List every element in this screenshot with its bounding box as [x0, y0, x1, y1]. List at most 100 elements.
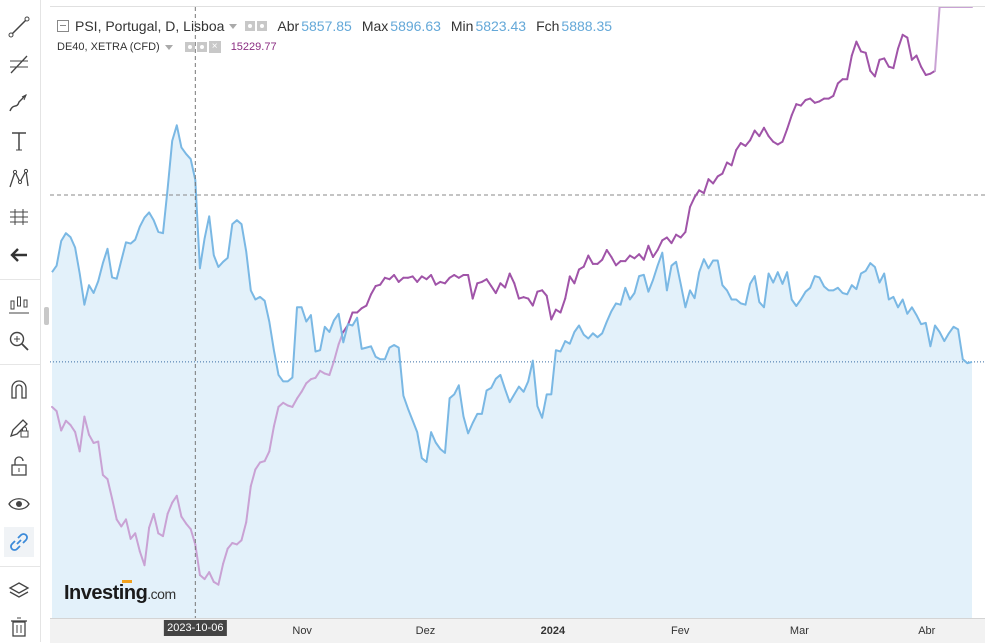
de40-line-segment — [64, 419, 72, 426]
de40-line-segment — [333, 343, 340, 363]
text-icon[interactable] — [4, 126, 34, 156]
eye-icon[interactable] — [4, 489, 34, 519]
de40-line-segment — [712, 175, 719, 185]
de40-line-segment — [573, 268, 580, 285]
de40-line-segment — [198, 574, 206, 581]
collapse-legend-icon[interactable] — [57, 20, 69, 32]
de40-line-segment — [753, 129, 761, 138]
close-icon[interactable]: × — [208, 41, 221, 53]
de40-line-segment — [633, 253, 641, 260]
de40-line-segment — [194, 543, 201, 576]
visibility-icon[interactable] — [184, 42, 195, 52]
de40-line-segment — [883, 57, 890, 68]
de40-line-segment — [180, 515, 188, 525]
de40-line-segment — [393, 274, 400, 283]
de40-line-segment — [416, 275, 423, 283]
de40-line-segment — [665, 236, 673, 245]
link-icon[interactable] — [4, 527, 34, 557]
psi-line — [51, 124, 973, 463]
de40-line-segment — [397, 276, 405, 283]
de40-line-segment — [587, 254, 594, 265]
main-series-legend: PSI, Portugal, D, Lisboa Abr 5857.85 Max… — [57, 16, 622, 36]
high-label: Max — [361, 18, 389, 34]
fib-icon[interactable] — [4, 50, 34, 80]
chevron-down-icon[interactable] — [229, 23, 238, 29]
de40-line-segment — [296, 390, 303, 400]
magnet-icon[interactable] — [4, 375, 34, 405]
crosshair-date-label: 2023-10-06 — [164, 620, 227, 636]
de40-line-segment — [541, 289, 548, 297]
compare-value: 15229.77 — [230, 41, 277, 53]
de40-line-segment — [721, 161, 728, 175]
settings-icon[interactable] — [257, 21, 268, 31]
de40-line-segment — [799, 99, 807, 107]
chevron-down-icon[interactable] — [164, 44, 173, 50]
back-arrow-icon[interactable] — [4, 240, 34, 270]
de40-line-segment — [527, 297, 534, 307]
trash-icon[interactable] — [4, 612, 34, 642]
de40-line-segment — [388, 274, 396, 281]
low-label: Min — [450, 18, 474, 34]
de40-line-segment — [143, 526, 151, 567]
visibility-icon[interactable] — [245, 21, 256, 31]
de40-line-segment — [758, 126, 765, 138]
de40-line-segment — [652, 249, 659, 258]
de40-line-segment — [647, 244, 654, 258]
unlock-icon[interactable] — [4, 451, 34, 481]
de40-line-segment — [175, 494, 183, 518]
toolbar-divider — [0, 566, 40, 567]
de40-line-segment — [790, 103, 798, 117]
de40-line-segment — [836, 78, 844, 85]
de40-line-segment — [610, 256, 617, 267]
de40-line-segment — [707, 178, 715, 185]
de40-line-segment — [346, 311, 354, 326]
de40-line-segment — [314, 369, 322, 379]
toolbar-collapse-handle[interactable] — [44, 307, 49, 325]
trend-line-icon[interactable] — [4, 12, 34, 42]
de40-line-segment — [379, 276, 386, 286]
de40-line-segment — [203, 571, 211, 581]
de40-line-segment — [642, 244, 650, 261]
de40-line-segment — [564, 275, 571, 300]
de40-line-segment — [749, 129, 756, 142]
de40-line-segment — [74, 430, 81, 453]
de40-line-segment — [850, 40, 858, 57]
zoom-in-icon[interactable] — [4, 326, 34, 356]
de40-line-segment — [897, 33, 904, 50]
de40-line-segment — [656, 239, 664, 251]
de40-line-segment — [735, 142, 742, 151]
compare-symbol-label[interactable]: DE40, XETRA (CFD) — [57, 41, 160, 53]
de40-line-segment — [115, 518, 123, 528]
psi-area-fill — [52, 125, 972, 619]
lock-drawing-icon[interactable] — [4, 413, 34, 443]
de40-line-segment — [550, 308, 557, 321]
de40-line-segment — [430, 274, 437, 286]
pattern-icon[interactable] — [4, 164, 34, 194]
de40-line-segment — [906, 36, 913, 61]
chart-area[interactable] — [50, 6, 985, 643]
de40-line-segment — [531, 290, 539, 307]
x-tick-label: Fev — [671, 625, 690, 637]
de40-line-segment — [504, 272, 511, 289]
de40-line-segment — [601, 249, 608, 261]
open-label: Abr — [277, 18, 300, 34]
de40-line-segment — [268, 425, 275, 453]
high-value: 5896.63 — [390, 18, 441, 34]
de40-line-segment — [920, 65, 927, 76]
chart-canvas[interactable] — [50, 7, 985, 643]
de40-line-segment — [767, 135, 775, 143]
de40-line-segment — [365, 293, 372, 307]
measure-icon[interactable] — [4, 202, 34, 232]
x-tick-label: Nov — [292, 625, 312, 637]
de40-line-segment — [615, 260, 622, 267]
layers-icon[interactable] — [4, 576, 34, 606]
de40-line-segment — [513, 282, 520, 300]
de40-line-segment — [370, 285, 377, 296]
main-symbol-label[interactable]: PSI, Portugal, D, Lisboa — [75, 18, 225, 34]
de40-line-segment — [51, 405, 58, 413]
indicators-icon[interactable] — [4, 289, 34, 319]
brush-icon[interactable] — [4, 88, 34, 118]
de40-line-segment — [490, 285, 497, 295]
settings-icon[interactable] — [196, 42, 207, 52]
de40-line-segment — [69, 424, 77, 433]
